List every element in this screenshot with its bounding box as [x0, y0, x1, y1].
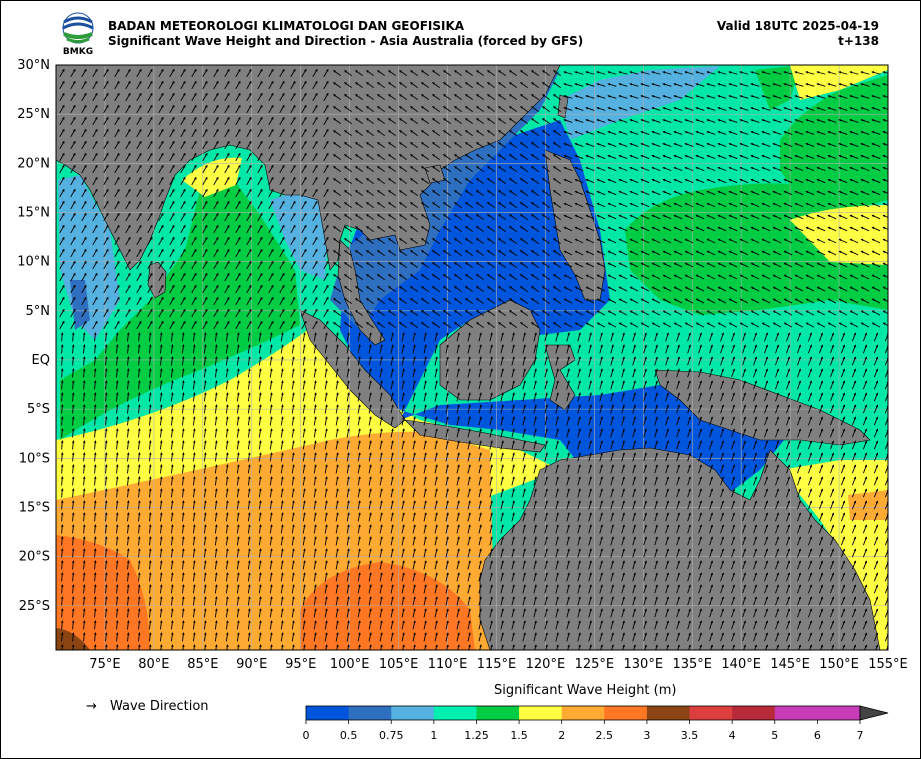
- colorbar-extend-arrow: [859, 705, 889, 721]
- lat-label-11: 25°S: [19, 599, 50, 614]
- colorbar-tick-4: 1.25: [464, 729, 489, 742]
- lon-label-4: 95°E: [285, 657, 316, 672]
- colorbar-tick-0: 0: [303, 729, 310, 742]
- colorbar-tick-2: 0.75: [379, 729, 404, 742]
- colorbar-bin-7: [604, 706, 648, 720]
- colorbar-tick-12: 6: [814, 729, 821, 742]
- land-australia: [479, 447, 881, 650]
- colorbar-bin-5: [519, 706, 563, 720]
- lat-label-1: 25°N: [17, 107, 50, 122]
- product-title: Significant Wave Height and Direction - …: [108, 34, 584, 48]
- wave-direction-arrows: [59, 68, 888, 650]
- colorbar-tick-11: 5: [771, 729, 778, 742]
- zone-darkorange-sw: [56, 535, 150, 650]
- lon-label-8: 115°E: [477, 657, 517, 672]
- colorbar-bin-11: [774, 706, 818, 720]
- wave-direction-label: Wave Direction: [110, 699, 209, 714]
- colorbar-tick-1: 0.5: [340, 729, 358, 742]
- zone-orange-coral: [848, 490, 888, 520]
- lat-label-0: 30°N: [17, 58, 50, 73]
- valid-time: Valid 18UTC 2025-04-19: [716, 19, 879, 33]
- colorbar-tick-3: 1: [430, 729, 437, 742]
- colorbar-tick-7: 2.5: [596, 729, 614, 742]
- lon-label-0: 75°E: [89, 657, 120, 672]
- lon-label-5: 100°E: [330, 657, 370, 672]
- map-border: [55, 64, 889, 651]
- lat-label-5: 5°N: [26, 304, 51, 319]
- lon-label-15: 150°E: [819, 657, 859, 672]
- lon-label-1: 80°E: [138, 657, 169, 672]
- colorbar-bin-12: [817, 706, 861, 720]
- colorbar-tick-6: 2: [558, 729, 565, 742]
- lat-label-2: 20°N: [17, 156, 50, 171]
- logo-text: BMKG: [63, 47, 93, 56]
- zone-midblue-arabian: [70, 280, 90, 330]
- lon-label-3: 90°E: [236, 657, 267, 672]
- lon-label-7: 110°E: [428, 657, 468, 672]
- colorbar: 0 0.5 0.75 1 1.25 1.5 2 2.5 3 3.5 4 5 6 7: [303, 705, 889, 742]
- colorbar-bin-6: [561, 706, 605, 720]
- land-sumatra: [299, 309, 406, 429]
- colorbar-bin-9: [689, 706, 733, 720]
- zone-green-pacific-ne: [780, 75, 888, 210]
- latitude-labels: 30°N 25°N 20°N 15°N 10°N 5°N EQ 5°S 10°S 15°S 20°S…: [17, 58, 50, 614]
- lat-label-3: 15°N: [17, 205, 50, 220]
- agency-name: BADAN METEOROLOGI KLIMATOLOGI DAN GEOFIS…: [108, 19, 465, 33]
- lon-label-12: 135°E: [672, 657, 712, 672]
- lon-label-6: 105°E: [379, 657, 419, 672]
- longitude-labels: 75°E 80°E 85°E 90°E 95°E 100°E 105°E 110°E 115°E…: [89, 657, 907, 672]
- colorbar-bin-1: [348, 706, 392, 720]
- lon-label-16: 155°E: [868, 657, 908, 672]
- forecast-lead: t+138: [838, 34, 879, 48]
- colorbar-bin-10: [732, 706, 776, 720]
- colorbar-tick-last: 7: [857, 729, 864, 742]
- colorbar-title: Significant Wave Height (m): [494, 683, 677, 698]
- colorbar-bin-4: [476, 706, 520, 720]
- zone-green-indian: [60, 175, 300, 440]
- lat-label-6: EQ: [32, 353, 50, 368]
- wave-direction-arrow-icon: →: [86, 699, 97, 714]
- colorbar-bin-8: [646, 706, 691, 720]
- lat-label-8: 10°S: [19, 451, 50, 466]
- lon-label-10: 125°E: [575, 657, 615, 672]
- land-java: [404, 419, 546, 453]
- colorbar-tick-8: 3: [643, 729, 650, 742]
- colorbar-tick-5: 1.5: [510, 729, 528, 742]
- zone-blue-sea: [340, 120, 800, 510]
- land-newguinea: [654, 369, 871, 446]
- lon-label-9: 120°E: [526, 657, 566, 672]
- colorbar-tick-10: 4: [729, 729, 736, 742]
- lat-label-4: 10°N: [17, 255, 50, 270]
- colorbar-bin-3: [433, 706, 477, 720]
- lon-label-13: 140°E: [721, 657, 761, 672]
- lon-label-2: 85°E: [187, 657, 218, 672]
- zone-yellow-bengal: [182, 157, 242, 197]
- lat-label-10: 20°S: [19, 550, 50, 565]
- lat-label-7: 5°S: [27, 402, 50, 417]
- colorbar-bin-0: [306, 706, 350, 720]
- zone-green-ne-top: [755, 65, 800, 110]
- lon-label-11: 130°E: [624, 657, 664, 672]
- lon-label-14: 145°E: [770, 657, 810, 672]
- bmkg-logo: BMKG: [62, 12, 94, 56]
- lat-label-9: 15°S: [19, 500, 50, 515]
- colorbar-bin-2: [391, 706, 435, 720]
- colorbar-tick-9: 3.5: [681, 729, 699, 742]
